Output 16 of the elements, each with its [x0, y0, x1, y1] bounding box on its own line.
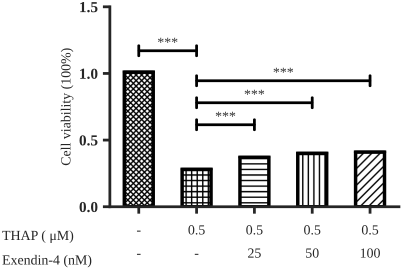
- category-label: 0.5 -: [188, 225, 205, 255]
- x-tick-label: 0.5 50: [304, 225, 320, 258]
- y-tick-label: 1.0: [80, 68, 98, 79]
- text: THAP ( μM): [2, 230, 74, 243]
- text: Exendin-4 (nM): [2, 254, 92, 268]
- y-tick-label: 0.5: [80, 135, 98, 146]
- annotation: ***: [274, 68, 294, 73]
- annotation: ***: [158, 38, 178, 43]
- x-tick-label: 0.5 25: [246, 225, 263, 258]
- y-tick-label: 1.5: [80, 2, 98, 12]
- x-tick-label: 0.5 100: [360, 225, 380, 258]
- annotation: ***: [244, 90, 264, 95]
- y-tick-label: 0.0: [80, 202, 98, 212]
- y-axis-title: Cell viability (100%): [60, 48, 74, 166]
- category-label: - -: [136, 230, 141, 255]
- annotation: ***: [216, 112, 236, 117]
